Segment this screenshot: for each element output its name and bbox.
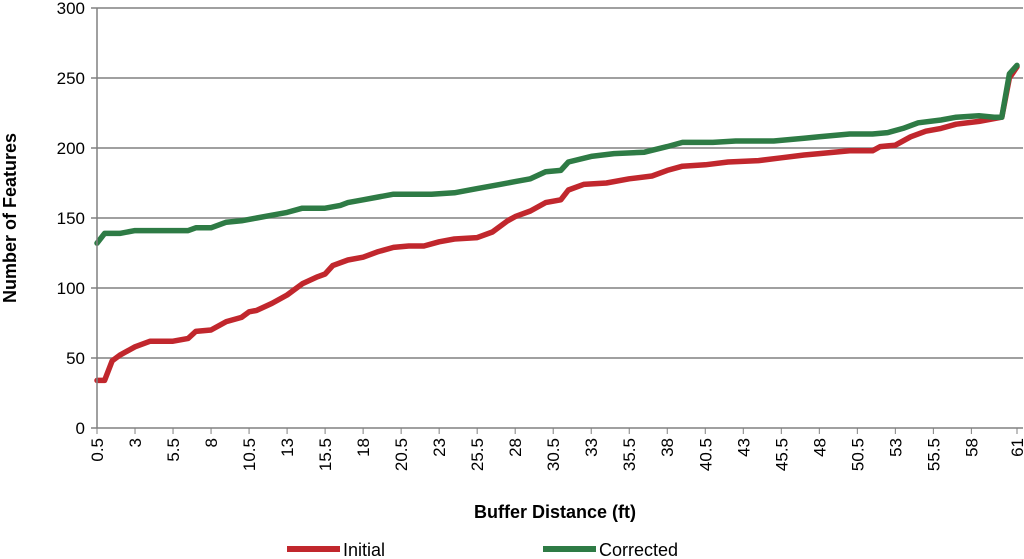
x-tick-label: 5.5 bbox=[164, 438, 183, 462]
y-tick-label: 200 bbox=[57, 139, 85, 158]
x-tick-label: 13 bbox=[278, 438, 297, 457]
x-tick-label: 20.5 bbox=[392, 438, 411, 471]
x-tick-label: 35.5 bbox=[620, 438, 639, 471]
y-tick-label: 300 bbox=[57, 0, 85, 18]
y-tick-label: 50 bbox=[66, 349, 85, 368]
x-tick-label: 38 bbox=[658, 438, 677, 457]
x-axis-title: Buffer Distance (ft) bbox=[474, 502, 636, 522]
x-tick-label: 58 bbox=[962, 438, 981, 457]
y-tick-labels: 0 50 100 150 200 250 300 bbox=[57, 0, 85, 438]
x-tick-label: 50.5 bbox=[848, 438, 867, 471]
x-tick-label: 3 bbox=[126, 438, 145, 447]
series-line-initial bbox=[94, 64, 1020, 384]
x-tick-label: 18 bbox=[354, 438, 373, 457]
x-tick-label: 61 bbox=[1008, 438, 1024, 457]
x-tick-labels: 0.5 3 5.5 8 10.5 13 15.5 18 20.5 23 25.5 28 30.5 33 35… bbox=[88, 428, 1024, 471]
x-tick-label: 53 bbox=[886, 438, 905, 457]
x-tick-label: 8 bbox=[202, 438, 221, 447]
y-tick-label: 150 bbox=[57, 209, 85, 228]
x-tick-label: 23 bbox=[430, 438, 449, 457]
x-tick-label: 10.5 bbox=[240, 438, 259, 471]
x-tick-label: 45.5 bbox=[772, 438, 791, 471]
y-axis-title: Number of Features bbox=[0, 133, 20, 303]
x-tick-label: 0.5 bbox=[88, 438, 107, 462]
x-tick-label: 28 bbox=[506, 438, 525, 457]
series-lines bbox=[94, 62, 1020, 384]
y-tick-label: 250 bbox=[57, 69, 85, 88]
x-tick-label: 30.5 bbox=[544, 438, 563, 471]
series-line-corrected bbox=[94, 62, 1020, 246]
y-tick-label: 100 bbox=[57, 279, 85, 298]
x-tick-label: 15.5 bbox=[316, 438, 335, 471]
legend-label-corrected: Corrected bbox=[599, 540, 678, 559]
x-tick-label: 25.5 bbox=[468, 438, 487, 471]
x-tick-label: 43 bbox=[734, 438, 753, 457]
x-tick-label: 40.5 bbox=[696, 438, 715, 471]
grid-lines bbox=[91, 7, 1023, 429]
legend-label-initial: Initial bbox=[343, 540, 385, 559]
legend: Initial Corrected bbox=[287, 540, 678, 559]
x-tick-label: 55.5 bbox=[924, 438, 943, 471]
x-tick-label: 33 bbox=[582, 438, 601, 457]
x-tick-label: 48 bbox=[810, 438, 829, 457]
y-tick-label: 0 bbox=[76, 419, 85, 438]
